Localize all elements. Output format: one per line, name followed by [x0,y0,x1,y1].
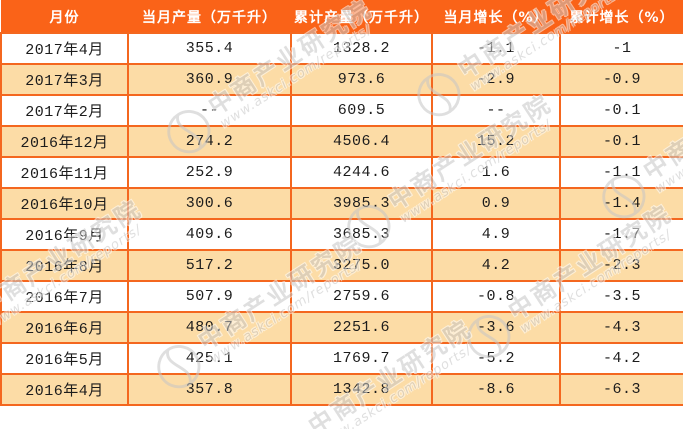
cumulative-output-cell: 1342.8 [290,373,433,406]
monthly-growth-cell: 4.9 [431,218,561,251]
monthly-output-cell: -- [127,94,292,127]
askci-logo-icon [257,420,321,429]
monthly-growth-cell: -0.8 [431,280,561,313]
monthly-growth-cell: -8.6 [431,373,561,406]
monthly-output-cell: 360.9 [127,63,292,96]
cumulative-growth-cell: -0.1 [559,94,683,127]
monthly-output-cell: 300.6 [127,187,292,220]
table-body: 2017年4月 355.4 1328.2 -1.1 -1 2017年3月 360.9 973.… [0,32,683,406]
table-header-row: 月份 当月产量（万千升） 累计产量（万千升） 当月增长（%） 累计增长（%） [0,0,683,34]
cumulative-growth-cell: -0.1 [559,125,683,158]
cumulative-growth-cell: -1.7 [559,218,683,251]
col-header-cumulative-output: 累计产量（万千升） [290,0,433,34]
month-cell: 2017年3月 [0,63,129,96]
col-header-cumulative-growth: 累计增长（%） [559,0,683,34]
monthly-growth-cell: -3.6 [431,311,561,344]
table-row: 2016年11月 252.9 4244.6 1.6 -1.1 [0,156,683,189]
cumulative-growth-cell: -3.5 [559,280,683,313]
table-row: 2016年8月 517.2 3275.0 4.2 -2.3 [0,249,683,282]
cumulative-output-cell: 1769.7 [290,342,433,375]
table-row: 2016年4月 357.8 1342.8 -8.6 -6.3 [0,373,683,406]
col-header-monthly-output: 当月产量（万千升） [127,0,292,34]
cumulative-output-cell: 2759.6 [290,280,433,313]
monthly-output-cell: 517.2 [127,249,292,282]
monthly-output-cell: 357.8 [127,373,292,406]
cumulative-growth-cell: -4.2 [559,342,683,375]
cumulative-output-cell: 1328.2 [290,32,433,65]
table-row: 2016年6月 480.7 2251.6 -3.6 -4.3 [0,311,683,344]
cumulative-growth-cell: -6.3 [559,373,683,406]
month-cell: 2017年2月 [0,94,129,127]
table-row: 2016年12月 274.2 4506.4 15.2 -0.1 [0,125,683,158]
cumulative-output-cell: 4244.6 [290,156,433,189]
table-row: 2016年9月 409.6 3685.3 4.9 -1.7 [0,218,683,251]
cumulative-growth-cell: -1 [559,32,683,65]
month-cell: 2016年6月 [0,311,129,344]
month-cell: 2016年9月 [0,218,129,251]
cumulative-output-cell: 2251.6 [290,311,433,344]
col-header-month: 月份 [0,0,129,34]
cumulative-output-cell: 3275.0 [290,249,433,282]
month-cell: 2016年7月 [0,280,129,313]
col-header-monthly-growth: 当月增长（%） [431,0,561,34]
monthly-growth-cell: -5.2 [431,342,561,375]
month-cell: 2016年12月 [0,125,129,158]
table-row: 2016年5月 425.1 1769.7 -5.2 -4.2 [0,342,683,375]
monthly-output-cell: 252.9 [127,156,292,189]
monthly-output-cell: 355.4 [127,32,292,65]
monthly-output-cell: 409.6 [127,218,292,251]
monthly-output-cell: 480.7 [127,311,292,344]
month-cell: 2016年11月 [0,156,129,189]
monthly-growth-cell: -1.1 [431,32,561,65]
monthly-output-cell: 507.9 [127,280,292,313]
monthly-growth-cell: 1.6 [431,156,561,189]
month-cell: 2016年4月 [0,373,129,406]
cumulative-growth-cell: -2.3 [559,249,683,282]
month-cell: 2016年5月 [0,342,129,375]
monthly-growth-cell: -- [431,94,561,127]
monthly-growth-cell: 0.9 [431,187,561,220]
cumulative-growth-cell: -4.3 [559,311,683,344]
table-row: 2017年2月 -- 609.5 -- -0.1 [0,94,683,127]
monthly-output-cell: 274.2 [127,125,292,158]
month-cell: 2016年10月 [0,187,129,220]
monthly-output-cell: 425.1 [127,342,292,375]
month-cell: 2017年4月 [0,32,129,65]
cumulative-output-cell: 3985.3 [290,187,433,220]
monthly-growth-cell: 15.2 [431,125,561,158]
monthly-growth-cell: -2.9 [431,63,561,96]
table-row: 2016年10月 300.6 3985.3 0.9 -1.4 [0,187,683,220]
month-cell: 2016年8月 [0,249,129,282]
monthly-growth-cell: 4.2 [431,249,561,282]
cumulative-output-cell: 3685.3 [290,218,433,251]
table-row: 2017年4月 355.4 1328.2 -1.1 -1 [0,32,683,65]
cumulative-growth-cell: -1.1 [559,156,683,189]
cumulative-output-cell: 4506.4 [290,125,433,158]
table-row: 2017年3月 360.9 973.6 -2.9 -0.9 [0,63,683,96]
cumulative-output-cell: 973.6 [290,63,433,96]
cumulative-output-cell: 609.5 [290,94,433,127]
production-table: 月份 当月产量（万千升） 累计产量（万千升） 当月增长（%） 累计增长（%） 2… [0,0,683,406]
cumulative-growth-cell: -0.9 [559,63,683,96]
table-row: 2016年7月 507.9 2759.6 -0.8 -3.5 [0,280,683,313]
cumulative-growth-cell: -1.4 [559,187,683,220]
